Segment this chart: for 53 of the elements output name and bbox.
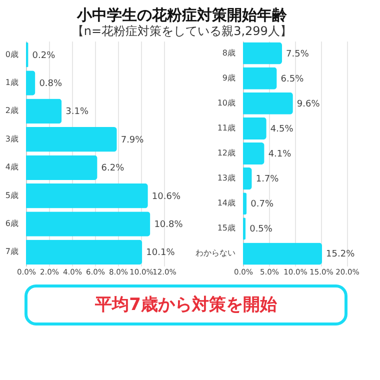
y-tick-label: 1歳 — [5, 78, 18, 88]
data-label: 0.2% — [32, 50, 56, 61]
bar — [26, 98, 62, 124]
data-label: 4.5% — [270, 124, 294, 134]
bar — [26, 70, 36, 96]
y-tick-label: 3歳 — [5, 134, 18, 144]
y-tick-label: 6歳 — [5, 218, 18, 228]
data-label: 10.6% — [152, 192, 181, 202]
y-tick-label: わからない — [196, 248, 236, 258]
chart-title: 小中学生の花粉症対策開始年齢 — [76, 6, 288, 24]
data-label: 15.2% — [326, 250, 356, 260]
text: 平均7歳から対策を開始 — [94, 295, 278, 315]
y-tick-label: 4歳 — [5, 162, 18, 172]
bar — [243, 117, 266, 140]
bar — [243, 67, 277, 90]
bar — [243, 92, 293, 114]
y-tick-label: 10歳 — [217, 98, 236, 108]
y-tick-label: 9歳 — [222, 73, 236, 82]
y-tick-label: 8歳 — [222, 48, 236, 58]
data-label: 7.9% — [120, 135, 144, 146]
data-label: 4.1% — [268, 150, 292, 160]
bar — [243, 218, 246, 240]
bar — [26, 212, 150, 236]
data-label: 1.7% — [256, 174, 280, 185]
bar — [243, 242, 322, 265]
chart-subtitle: 【n=花粉症対策をしている親3,299人】 — [72, 24, 292, 38]
y-tick-label: 14歳 — [217, 198, 236, 208]
y-tick-label: 11歳 — [217, 123, 236, 132]
data-label: 9.6% — [296, 99, 320, 110]
y-tick-label: 13歳 — [217, 174, 236, 183]
y-tick-label: 12歳 — [217, 148, 236, 158]
data-label: 7.5% — [286, 49, 310, 60]
data-label: 6.2% — [101, 164, 125, 174]
data-label: 0.7% — [250, 200, 274, 210]
bar — [26, 155, 98, 180]
bar — [243, 42, 282, 64]
data-label: 0.5% — [250, 224, 273, 235]
y-tick-label: 7歳 — [5, 247, 18, 256]
data-label: 3.1% — [66, 107, 89, 118]
y-tick-label: 5歳 — [5, 190, 18, 200]
data-label: 10.8% — [154, 220, 184, 230]
data-label: 0.8% — [39, 79, 63, 90]
y-tick-label: 15歳 — [217, 224, 236, 233]
y-tick-label: 2歳 — [5, 106, 18, 116]
bar — [243, 142, 264, 165]
bar — [26, 183, 148, 208]
bar — [26, 240, 142, 265]
y-tick-label: 0歳 — [5, 50, 18, 59]
data-label: 10.1% — [146, 248, 176, 258]
data-label: 6.5% — [280, 74, 304, 84]
bar — [243, 168, 252, 190]
bar — [26, 126, 117, 152]
bar — [243, 192, 247, 215]
